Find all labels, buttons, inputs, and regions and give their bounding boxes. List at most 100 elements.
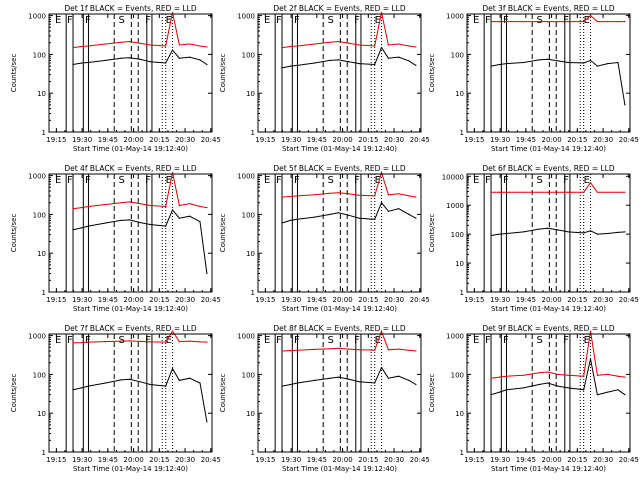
y-tick-label: 10 xyxy=(246,250,255,258)
data-point-lld xyxy=(398,348,400,350)
plot-frame xyxy=(48,173,213,293)
chart-panel-5: E F F S F E19:15 19:30 19:45 20:00 20:15 20:30 20:4… xyxy=(219,164,430,313)
data-point-events xyxy=(358,217,360,219)
data-point-lld xyxy=(380,171,383,174)
x-tick-label: 20:15 xyxy=(358,456,378,464)
x-tick-label: 20:45 xyxy=(410,456,430,464)
x-axis-label: Start Time (01-May-14 19:12:40) xyxy=(73,465,188,473)
y-tick-label: 1000 xyxy=(237,333,255,341)
data-point-lld xyxy=(490,377,492,379)
data-point-lld xyxy=(557,191,559,193)
data-point-events xyxy=(348,214,350,216)
data-point-lld xyxy=(348,42,350,44)
data-point-events xyxy=(523,61,525,64)
data-point-lld xyxy=(149,204,151,207)
data-point-events xyxy=(81,227,83,229)
x-tick-label: 19:15 xyxy=(46,136,66,144)
data-point-events xyxy=(596,394,599,396)
data-point-lld xyxy=(171,171,174,174)
x-tick-label: 20:45 xyxy=(619,456,639,464)
data-point-events xyxy=(199,382,201,384)
data-point-events xyxy=(178,379,180,381)
data-point-events xyxy=(87,225,90,227)
data-point-lld xyxy=(408,45,410,47)
x-tick-label: 20:00 xyxy=(541,296,561,304)
data-point-events xyxy=(189,56,191,58)
x-tick-label: 19:15 xyxy=(255,296,275,304)
x-tick-label: 19:45 xyxy=(98,456,118,464)
segment-marker-label: E xyxy=(55,15,61,26)
data-point-lld xyxy=(557,21,559,23)
data-point-lld xyxy=(398,193,400,195)
data-point-events xyxy=(408,60,410,62)
data-point-lld xyxy=(120,202,122,204)
series-line-events xyxy=(490,227,625,236)
data-point-events xyxy=(499,233,501,235)
data-point-events xyxy=(314,379,316,381)
data-point-lld xyxy=(523,191,525,193)
data-point-lld xyxy=(358,349,360,351)
data-point-lld xyxy=(120,41,122,43)
data-point-lld xyxy=(583,191,585,193)
segment-marker-label: F xyxy=(354,15,360,26)
x-tick-label: 20:15 xyxy=(358,136,378,144)
data-point-lld xyxy=(87,341,90,343)
data-point-lld xyxy=(499,376,501,378)
x-tick-label: 19:15 xyxy=(464,296,484,304)
x-tick-label: 20:45 xyxy=(201,296,221,304)
data-point-events xyxy=(505,389,508,391)
plot-frame xyxy=(466,173,631,293)
data-point-lld xyxy=(165,341,167,343)
x-tick-label: 19:30 xyxy=(490,296,510,304)
y-tick-label: 100 xyxy=(33,371,46,379)
data-point-lld xyxy=(189,340,191,342)
x-tick-label: 19:30 xyxy=(72,296,92,304)
y-tick-label: 10 xyxy=(37,410,46,418)
data-point-lld xyxy=(105,341,107,343)
series-line-lld xyxy=(281,329,416,352)
data-point-lld xyxy=(415,196,417,198)
segment-marker-label: F xyxy=(85,175,91,186)
y-tick-label: 10 xyxy=(37,90,46,98)
data-point-lld xyxy=(189,203,191,205)
data-point-events xyxy=(358,381,360,383)
x-tick-label: 20:45 xyxy=(201,136,221,144)
data-point-lld xyxy=(596,374,599,376)
data-point-lld xyxy=(490,191,492,193)
series-line-lld xyxy=(490,331,625,379)
data-point-events xyxy=(624,394,626,396)
data-point-lld xyxy=(81,342,83,344)
chart-panel-9: E F F S F E19:15 19:30 19:45 20:00 20:15 20:30 20:4… xyxy=(428,324,639,473)
data-point-lld xyxy=(596,21,599,23)
data-point-lld xyxy=(557,373,559,375)
data-point-events xyxy=(206,421,208,423)
data-point-events xyxy=(358,63,360,65)
series-line-lld xyxy=(491,14,625,23)
data-point-lld xyxy=(596,191,599,193)
segment-marker-label: F xyxy=(485,175,491,186)
data-point-lld xyxy=(206,341,208,343)
x-tick-label: 20:30 xyxy=(384,456,404,464)
x-tick-label: 19:45 xyxy=(307,136,327,144)
segment-marker-label: S xyxy=(536,15,542,26)
data-point-lld xyxy=(617,191,619,193)
data-point-events xyxy=(165,225,167,227)
data-point-events xyxy=(538,228,540,230)
data-point-lld xyxy=(171,330,174,332)
data-point-lld xyxy=(314,348,316,350)
data-point-lld xyxy=(589,15,592,17)
series-line-events xyxy=(72,49,208,65)
data-point-lld xyxy=(538,21,540,23)
y-tick-label: 1000 xyxy=(446,333,464,341)
data-point-events xyxy=(171,209,174,211)
data-point-lld xyxy=(81,207,83,209)
data-point-lld xyxy=(408,195,410,197)
data-point-events xyxy=(415,217,417,219)
segment-marker-label: F xyxy=(503,175,509,186)
x-tick-label: 19:45 xyxy=(307,456,327,464)
y-axis-label: Counts/sec xyxy=(219,214,227,253)
x-tick-label: 19:15 xyxy=(46,456,66,464)
chart-panel-4: E F F S F E19:15 19:30 19:45 20:00 20:15 20:30 20:4… xyxy=(10,164,221,313)
plot-frame xyxy=(466,333,631,453)
data-point-events xyxy=(165,385,167,387)
